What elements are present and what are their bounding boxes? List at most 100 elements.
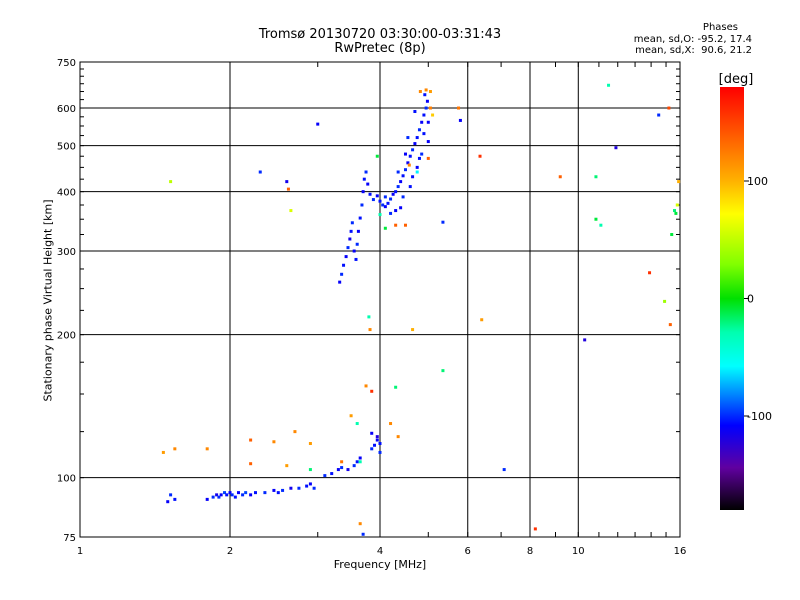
data-point xyxy=(418,90,422,94)
data-points xyxy=(161,83,681,536)
data-point xyxy=(340,272,344,276)
data-point xyxy=(401,174,405,178)
data-point xyxy=(166,500,170,504)
data-point xyxy=(389,422,393,426)
y-tick-label: 100 xyxy=(57,474,76,485)
data-point xyxy=(228,491,232,495)
data-point xyxy=(383,205,387,209)
data-point xyxy=(370,389,374,393)
data-point xyxy=(253,491,257,495)
data-point xyxy=(358,522,362,526)
x-tick-label: 10 xyxy=(572,546,585,557)
data-point xyxy=(354,257,358,261)
data-point xyxy=(358,460,362,464)
data-point xyxy=(173,447,177,451)
data-point xyxy=(355,422,359,426)
data-point xyxy=(674,211,678,215)
data-point xyxy=(375,438,379,442)
data-point xyxy=(423,93,427,97)
data-point xyxy=(205,497,209,501)
data-point xyxy=(355,242,359,246)
data-point xyxy=(346,246,350,250)
data-point xyxy=(668,323,672,327)
data-point xyxy=(383,195,387,199)
x-tick-label: 2 xyxy=(227,546,233,557)
data-point xyxy=(316,122,320,126)
colorbar-tick-label: 100 xyxy=(747,175,768,188)
axis-ticks: 1 2 4 6 8 10 16 75 100 200 300 400 500 600 750 xyxy=(57,58,686,557)
data-point xyxy=(415,165,419,169)
data-point xyxy=(355,460,359,464)
x-tick-label: 4 xyxy=(377,546,383,557)
data-point xyxy=(217,495,221,499)
data-point xyxy=(533,527,537,531)
grid-lines xyxy=(80,62,680,537)
data-point xyxy=(408,154,412,158)
data-point xyxy=(272,488,276,492)
data-point xyxy=(366,182,370,186)
data-point xyxy=(364,170,368,174)
y-axis-label: Stationary phase Virtual Height [km] xyxy=(41,198,55,402)
data-point xyxy=(244,491,248,495)
data-point xyxy=(480,318,484,322)
y-tick-label: 500 xyxy=(57,142,76,153)
colorbar-label: [deg] xyxy=(719,72,754,87)
data-point xyxy=(391,192,395,196)
data-point xyxy=(249,438,253,442)
data-point xyxy=(161,450,165,454)
data-point xyxy=(281,488,285,492)
data-point xyxy=(236,491,240,495)
data-point xyxy=(424,88,428,92)
stats-x-mode: mean, sd,X: 90.6, 21.2 xyxy=(635,45,752,56)
data-point xyxy=(394,190,398,194)
colorbar-tick-label: -100 xyxy=(747,410,772,423)
data-point xyxy=(648,271,652,275)
data-point xyxy=(614,146,618,150)
x-tick-label: 8 xyxy=(527,546,533,557)
y-tick-label: 750 xyxy=(57,58,76,69)
x-axis-label: Frequency [MHz] xyxy=(334,558,426,571)
data-point xyxy=(342,263,346,267)
stats-o-mode: mean, sd,O: -95.2, 17.4 xyxy=(633,34,752,45)
data-point xyxy=(349,414,353,418)
data-point xyxy=(241,493,245,497)
data-point xyxy=(394,385,398,389)
data-point xyxy=(386,201,390,205)
data-point xyxy=(502,468,506,472)
data-point xyxy=(677,180,681,184)
data-point xyxy=(173,497,177,501)
data-point xyxy=(349,229,353,233)
data-point xyxy=(338,280,342,284)
data-point xyxy=(394,209,398,213)
data-point xyxy=(394,223,398,227)
data-point xyxy=(219,493,223,497)
data-point xyxy=(425,99,429,103)
data-point xyxy=(458,118,462,122)
data-point xyxy=(420,120,424,124)
data-point xyxy=(368,192,372,196)
data-point xyxy=(403,223,407,227)
data-point xyxy=(370,431,374,435)
x-tick-label: 16 xyxy=(674,546,687,557)
data-point xyxy=(364,384,368,388)
data-point xyxy=(230,493,234,497)
data-point xyxy=(583,338,587,342)
data-point xyxy=(670,233,674,237)
data-point xyxy=(396,435,400,439)
data-point xyxy=(308,482,312,486)
data-point xyxy=(378,199,382,203)
data-point xyxy=(348,237,352,241)
data-point xyxy=(403,152,407,156)
data-point xyxy=(420,152,424,156)
data-point xyxy=(272,440,276,444)
data-point xyxy=(417,156,421,160)
data-point xyxy=(667,106,671,110)
data-point xyxy=(663,299,667,303)
data-point xyxy=(305,484,309,488)
data-point xyxy=(396,185,400,189)
data-point xyxy=(411,328,415,332)
data-point xyxy=(356,229,360,233)
colorbar-ticks: 100 0 -100 xyxy=(744,175,772,423)
data-point xyxy=(378,442,382,446)
data-point xyxy=(378,213,382,217)
